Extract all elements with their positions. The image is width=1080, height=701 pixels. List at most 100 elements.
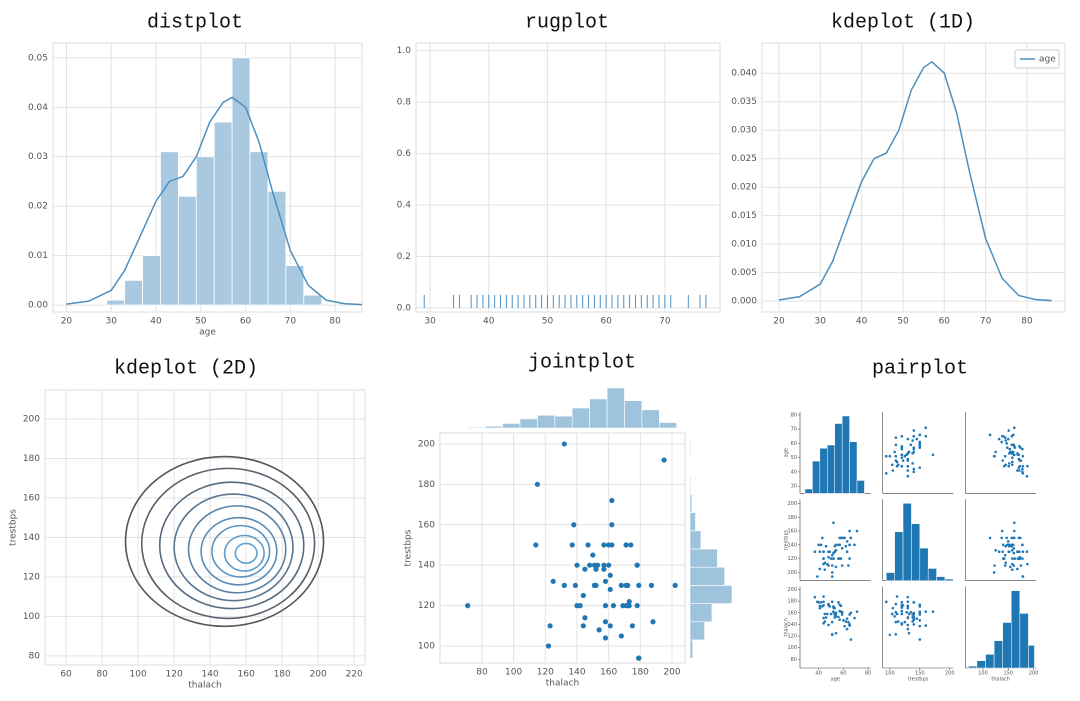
- histogram-bar: [804, 488, 813, 494]
- plot-area: [415, 42, 721, 313]
- histogram-bar: [231, 57, 251, 306]
- scatter-point: [844, 620, 848, 623]
- scatter-point: [900, 609, 904, 613]
- plot-area: [439, 432, 686, 664]
- y-tick-label: 0.035: [731, 97, 757, 107]
- kde-line: [66, 96, 363, 306]
- scatter-point: [931, 453, 935, 457]
- contour-line: [124, 455, 325, 628]
- plot-area: [761, 42, 1066, 313]
- scatter-point: [1010, 568, 1014, 571]
- contour-line: [234, 542, 258, 564]
- y-tick-label: 0.6: [397, 149, 412, 159]
- scatter-point: [1016, 550, 1019, 554]
- scatter-point: [571, 522, 577, 528]
- scatter-point: [1019, 564, 1023, 567]
- scatter-point: [590, 552, 596, 558]
- scatter-point: [606, 562, 612, 568]
- marginal-bar: [624, 400, 643, 429]
- scatter-point: [900, 606, 904, 609]
- scatter-point: [582, 615, 588, 621]
- y-tick-label: 100: [787, 645, 797, 651]
- scatter-point: [545, 643, 552, 649]
- scatter-point: [900, 444, 904, 448]
- x-tick-label: 200: [310, 670, 327, 680]
- scatter-point: [829, 612, 833, 616]
- scatter-point: [830, 575, 834, 578]
- scatter-point: [1016, 469, 1019, 472]
- histogram-bar: [142, 255, 161, 306]
- scatter-point: [845, 550, 849, 554]
- scatter-point: [909, 443, 913, 447]
- scatter-point: [1025, 474, 1029, 478]
- scatter-point: [888, 633, 892, 637]
- scatter-point: [1012, 551, 1016, 555]
- histogram-bar: [849, 441, 858, 494]
- scatter-point: [626, 598, 632, 605]
- scatter-point: [601, 566, 607, 572]
- y-tick-label: 140: [418, 561, 435, 571]
- scatter-point: [833, 613, 837, 616]
- y-tick-label: 0.04: [28, 103, 48, 113]
- scatter-point: [1010, 549, 1014, 552]
- y-axis-label: trestbps: [404, 529, 414, 566]
- x-tick-label: 200: [663, 668, 680, 678]
- x-tick-label: 80: [865, 671, 871, 677]
- chart-title: rugplot: [525, 11, 609, 34]
- scatter-point: [582, 566, 588, 572]
- scatter-point: [1003, 564, 1007, 567]
- histogram-bar: [985, 654, 995, 669]
- y-tick-label: 0.00: [28, 301, 48, 311]
- y-tick-label: 160: [787, 529, 797, 535]
- marginal-bar: [689, 548, 718, 568]
- scatter-point: [912, 601, 916, 604]
- x-tick-label: 80: [476, 668, 488, 678]
- scatter-point: [997, 437, 1001, 441]
- scatter-point: [1021, 447, 1024, 451]
- scatter-point: [572, 582, 579, 588]
- marginal-bar: [689, 639, 694, 659]
- scatter-point: [912, 623, 916, 626]
- x-tick-label: 160: [600, 668, 617, 678]
- scatter-point: [924, 610, 928, 613]
- scatter-point: [1001, 459, 1004, 462]
- y-tick-label: 100: [418, 642, 435, 652]
- x-tick-label: 220: [346, 670, 363, 680]
- contour-line: [187, 505, 287, 594]
- histogram-bar: [177, 195, 197, 306]
- scatter-point: [894, 454, 898, 458]
- scatter-point: [830, 633, 834, 637]
- scatter-point: [903, 454, 907, 458]
- scatter-point: [906, 606, 910, 610]
- scatter-point: [847, 620, 850, 624]
- y-tick-label: 80: [791, 657, 797, 663]
- marginal-bar: [689, 603, 713, 623]
- y-axis-label: age: [784, 448, 790, 457]
- x-tick-label: 100: [885, 671, 895, 677]
- scatter-point: [840, 613, 844, 616]
- marginal-bar: [467, 426, 486, 429]
- scatter-point: [888, 454, 892, 458]
- x-tick-label: 70: [659, 317, 671, 327]
- marginal-bar: [641, 409, 660, 429]
- scatter-point: [844, 544, 848, 548]
- scatter-point: [816, 575, 819, 578]
- scatter-point: [900, 601, 904, 604]
- contour-line: [140, 467, 316, 620]
- y-tick-label: 0.015: [731, 211, 757, 221]
- scatter-point: [906, 437, 910, 441]
- scatter-point: [534, 481, 540, 487]
- scatter-point: [618, 582, 624, 588]
- x-tick-label: 100: [130, 670, 147, 680]
- contour-line: [223, 534, 265, 572]
- scatter-point: [818, 550, 822, 554]
- scatter-point: [837, 601, 840, 604]
- plot-area: [44, 389, 366, 666]
- scatter-point: [628, 542, 634, 548]
- scatter-point: [931, 610, 935, 613]
- scatter-point: [918, 433, 922, 437]
- x-axis-label: age: [199, 328, 216, 338]
- scatter-point: [853, 616, 856, 620]
- x-tick-label: 120: [166, 670, 183, 680]
- y-tick-label: 120: [23, 572, 40, 582]
